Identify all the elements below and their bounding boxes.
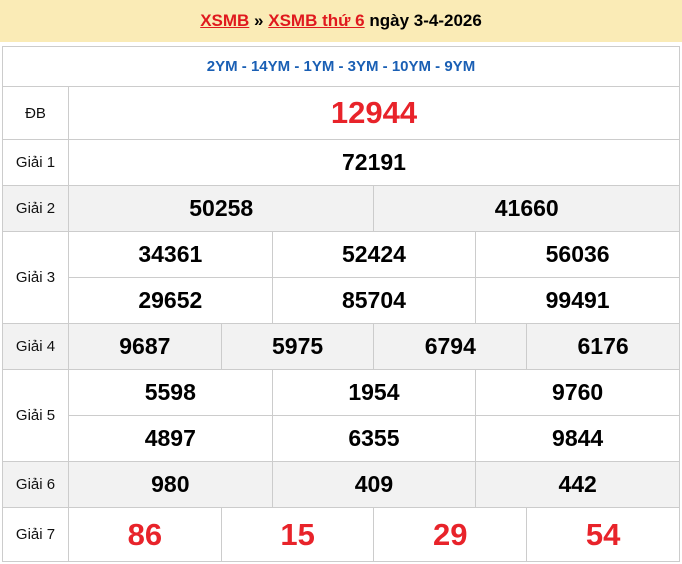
page-header: XSMB » XSMB thứ 6 ngày 3-4-2026 bbox=[0, 0, 682, 42]
xsmb-friday-link[interactable]: XSMB thứ 6 bbox=[268, 11, 365, 30]
prize-g5: 6355 bbox=[271, 415, 477, 462]
prize-g7: 86 bbox=[68, 507, 222, 562]
label-g7: Giải 7 bbox=[2, 507, 69, 562]
prize-g5: 1954 bbox=[271, 369, 477, 416]
label-g6: Giải 6 bbox=[2, 461, 69, 508]
prize-g4: 9687 bbox=[68, 323, 222, 370]
results-table: 2YM - 14YM - 1YM - 3YM - 10YM - 9YM ĐB 1… bbox=[2, 46, 680, 562]
prize-db: 12944 bbox=[68, 86, 680, 140]
prize-g5: 4897 bbox=[68, 415, 273, 462]
code-row: 2YM - 14YM - 1YM - 3YM - 10YM - 9YM bbox=[2, 46, 680, 87]
label-db: ĐB bbox=[2, 86, 69, 140]
prize-g7: 29 bbox=[373, 507, 528, 562]
label-g3: Giải 3 bbox=[2, 231, 69, 324]
prize-g5: 5598 bbox=[68, 369, 273, 416]
prize-g6: 980 bbox=[68, 461, 273, 508]
prize-g7: 15 bbox=[220, 507, 375, 562]
prize-g3: 34361 bbox=[68, 231, 273, 278]
prize-g5: 9844 bbox=[475, 415, 680, 462]
prize-g5: 9760 bbox=[475, 369, 680, 416]
breadcrumb-separator: » bbox=[254, 11, 264, 30]
prize-g4: 5975 bbox=[220, 323, 375, 370]
prize-g4: 6794 bbox=[373, 323, 528, 370]
prize-g3: 29652 bbox=[68, 277, 273, 324]
label-g1: Giải 1 bbox=[2, 139, 69, 186]
label-g5: Giải 5 bbox=[2, 369, 69, 462]
xsmb-link[interactable]: XSMB bbox=[200, 11, 250, 30]
label-g2: Giải 2 bbox=[2, 185, 69, 232]
prize-g6: 442 bbox=[475, 461, 680, 508]
label-g4: Giải 4 bbox=[2, 323, 69, 370]
prize-g1: 72191 bbox=[68, 139, 680, 186]
prize-g4: 6176 bbox=[526, 323, 680, 370]
prize-g2: 41660 bbox=[373, 185, 680, 232]
prize-g6: 409 bbox=[271, 461, 477, 508]
date-text: ngày 3-4-2026 bbox=[369, 11, 482, 30]
prize-g3: 85704 bbox=[271, 277, 477, 324]
prize-g2: 50258 bbox=[67, 185, 375, 232]
prize-g3: 52424 bbox=[271, 231, 477, 278]
prize-g7: 54 bbox=[526, 507, 680, 562]
prize-g3: 99491 bbox=[475, 277, 680, 324]
prize-g3: 56036 bbox=[475, 231, 680, 278]
